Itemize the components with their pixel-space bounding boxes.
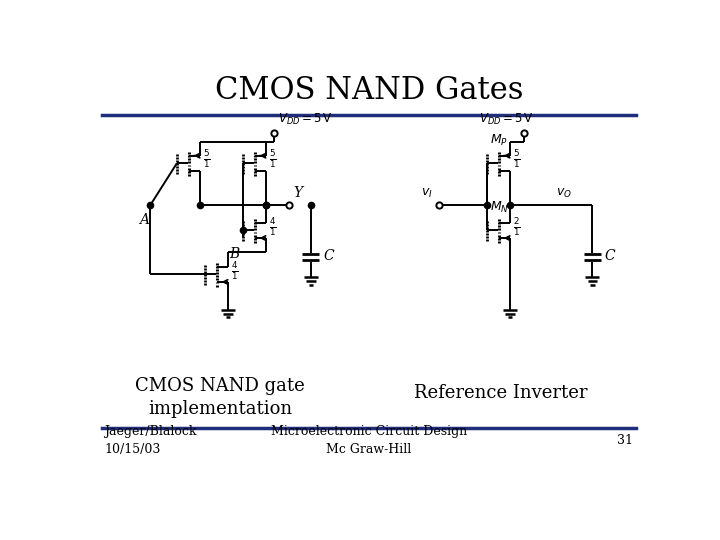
- Text: Reference Inverter: Reference Inverter: [414, 384, 588, 402]
- Text: 31: 31: [616, 434, 632, 447]
- Text: Jaeger/Blalock
10/15/03: Jaeger/Blalock 10/15/03: [104, 425, 197, 456]
- Text: $V_{DD}=5\,\mathrm{V}$: $V_{DD}=5\,\mathrm{V}$: [277, 112, 333, 127]
- Text: C: C: [605, 249, 615, 263]
- Text: $\frac{4}{1}$: $\frac{4}{1}$: [269, 217, 276, 238]
- Text: C: C: [323, 249, 334, 263]
- Text: $\frac{5}{1}$: $\frac{5}{1}$: [269, 148, 276, 170]
- Text: $v_I$: $v_I$: [420, 187, 433, 200]
- Text: CMOS NAND Gates: CMOS NAND Gates: [215, 75, 523, 106]
- Text: $\frac{4}{1}$: $\frac{4}{1}$: [231, 260, 238, 282]
- Text: $\frac{5}{1}$: $\frac{5}{1}$: [513, 148, 521, 170]
- Text: Microelectronic Circuit Design
Mc Graw-Hill: Microelectronic Circuit Design Mc Graw-H…: [271, 425, 467, 456]
- Text: $\frac{5}{1}$: $\frac{5}{1}$: [203, 148, 211, 170]
- Text: $v_O$: $v_O$: [556, 187, 572, 200]
- Text: $V_{DD}=5\,\mathrm{V}$: $V_{DD}=5\,\mathrm{V}$: [479, 112, 534, 127]
- Text: B: B: [229, 247, 239, 261]
- Text: $M_N$: $M_N$: [490, 200, 509, 215]
- Text: $\frac{2}{1}$: $\frac{2}{1}$: [513, 217, 521, 238]
- Text: CMOS NAND gate
implementation: CMOS NAND gate implementation: [135, 376, 305, 419]
- Text: A: A: [139, 213, 149, 227]
- Text: $M_P$: $M_P$: [490, 133, 508, 148]
- Text: Y: Y: [293, 186, 302, 200]
